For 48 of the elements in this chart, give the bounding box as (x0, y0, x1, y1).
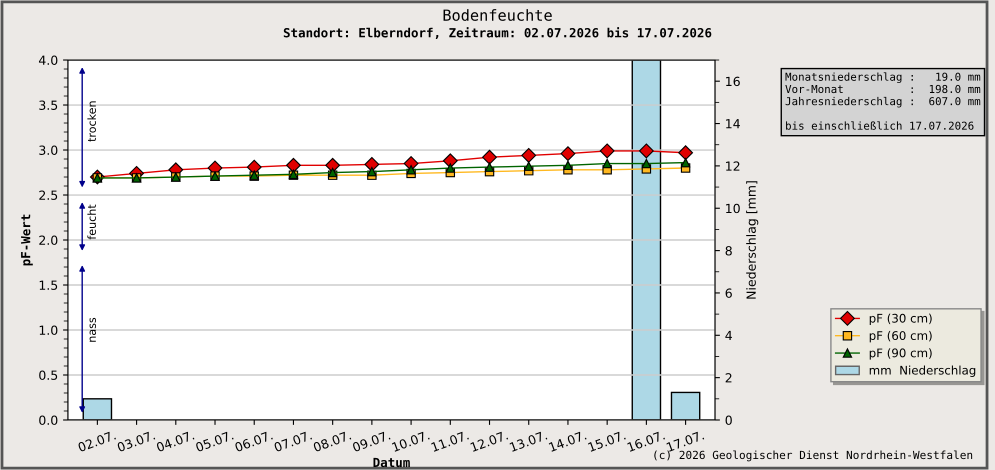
y2-tick-label: 14 (726, 119, 740, 128)
y2-tick-label: 10 (726, 204, 740, 214)
annotation: nass (90, 318, 96, 342)
y-tick-label: 0.0 (39, 415, 58, 425)
y-tick-label: 3.0 (39, 145, 58, 155)
x-tick-label: 06.07. (234, 430, 273, 452)
x-tick-label: 03.07. (116, 430, 156, 452)
x-tick-label: 10.07. (392, 430, 430, 452)
legend-label: pF (60 cm) (870, 330, 932, 342)
y-tick-label: 4.0 (38, 55, 58, 65)
y2-tick-label: 8 (726, 246, 732, 256)
y-tick-label: 1.5 (40, 280, 58, 290)
text: (c) 2026 Geologischer Dienst Nordrhein-Westfalen (654, 450, 972, 462)
x-axis-title: Datum (374, 458, 410, 468)
legend-label: pF (90 cm) (870, 348, 932, 360)
annotation: trocken (87, 101, 96, 142)
annotation: feucht (87, 204, 96, 240)
x-tick-label: 07.07. (274, 430, 312, 452)
y-tick-label: 0.5 (39, 370, 58, 380)
x-tick-label: 09.07. (352, 430, 391, 452)
x-tick-label: 08.07. (312, 430, 352, 452)
x-tick-label: 13.07. (509, 430, 548, 452)
y2-tick-label: 16 (726, 76, 740, 86)
legend-label: pF (30 cm) (870, 314, 932, 325)
y2-tick-label: 6 (726, 288, 732, 298)
y-tick-label: 3.5 (39, 100, 58, 110)
y2-tick-label: 0 (726, 415, 732, 425)
chart-subtitle: Standort: Elberndorf, Zeitraum: 02.07.2026 bis 17.07.2026 (284, 27, 712, 40)
y-tick-label: 2.5 (39, 190, 58, 200)
chart-title: Bodenfeuchte (444, 9, 552, 21)
y2-tick-label: 12 (726, 161, 740, 171)
x-tick-label: 16.07. (626, 430, 666, 452)
y-axis-title: pF-Wert (21, 214, 33, 266)
y-tick-label: 1.0 (40, 325, 58, 335)
legend-label: mm Niederschlag (870, 366, 976, 377)
x-tick-label: 04.07. (156, 430, 194, 452)
x-tick-label: 02.07. (77, 430, 116, 452)
x-tick-label: 05.07. (195, 430, 234, 452)
x-tick-label: 15.07. (588, 430, 626, 452)
x-tick-label: 14.07. (548, 430, 587, 452)
x-tick-label: 11.07. (430, 430, 469, 452)
y-tick-label: 2.0 (39, 235, 58, 245)
x-tick-label: 17.07. (666, 430, 704, 452)
text: Monatsniederschlag : 19.0 mm Vor-Monat : 198.0 mm Jahresniederschlag : 607.0 mm bis einschließlich 17.07.2026 (785, 72, 980, 130)
y2-tick-label: 4 (725, 330, 732, 340)
y2-tick-label: 2 (726, 373, 732, 382)
y2-axis-title: Niederschlag [mm] (746, 181, 758, 299)
x-tick-label: 12.07. (470, 430, 508, 452)
